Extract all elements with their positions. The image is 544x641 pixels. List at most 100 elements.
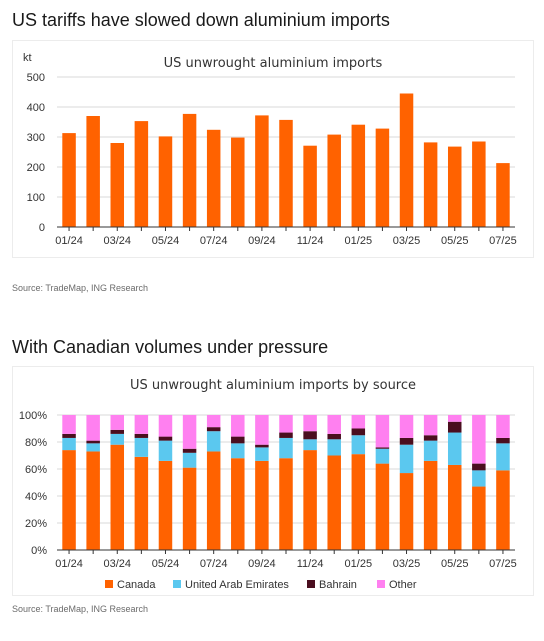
bar-segment (351, 415, 366, 429)
bar-segment (134, 437, 149, 457)
bar-segment (472, 486, 486, 550)
bar-segment (62, 437, 76, 451)
bar (86, 116, 100, 227)
bar-segment (182, 467, 197, 550)
y-tick-label: 0 (39, 222, 45, 234)
bar (110, 143, 125, 227)
bar-segment (303, 431, 317, 440)
bar (255, 115, 269, 227)
bar-segment (375, 448, 390, 464)
y-unit-label: kt (23, 52, 32, 64)
bar-segment (206, 415, 221, 428)
bar (303, 145, 317, 227)
x-tick-label: 07/24 (200, 558, 228, 570)
bar-segment (134, 433, 149, 438)
y-tick-label: 80% (25, 437, 47, 449)
x-tick-label: 01/24 (55, 235, 83, 247)
bar-segment (375, 415, 390, 448)
bar-chart-panel: US unwrought aluminium imports kt 0 100 200 3… (12, 40, 534, 258)
bar-segment (496, 415, 510, 438)
bar-segment (134, 456, 149, 550)
bar (158, 136, 173, 227)
x-tick-label: 05/25 (441, 558, 469, 570)
bar-segment (134, 415, 149, 434)
x-tick-label: 05/25 (441, 235, 469, 247)
legend-label: Canada (117, 579, 156, 591)
legend-label: Other (389, 579, 417, 591)
x-tick-label: 01/25 (345, 558, 373, 570)
x-tick-label: 03/24 (103, 235, 131, 247)
bar (279, 119, 293, 227)
chart-heading-top: US tariffs have slowed down aluminium im… (12, 10, 390, 30)
bar (231, 137, 245, 227)
bar-segment (447, 421, 462, 433)
bar (351, 124, 366, 227)
bar-segment (399, 444, 414, 474)
x-tick-label: 01/25 (345, 235, 373, 247)
bar-segment (62, 450, 76, 550)
bar-segment (182, 415, 197, 449)
bar-segment (255, 447, 269, 461)
source-note-top: Source: TradeMap, ING Research (12, 283, 149, 293)
x-tick-label: 01/24 (55, 558, 83, 570)
bar-segment (351, 454, 366, 550)
bar-segment (62, 415, 76, 434)
bar-segment (206, 427, 221, 432)
bar-segment (86, 451, 100, 550)
y-tick-label: 200 (27, 162, 45, 174)
bar (62, 133, 76, 227)
x-tick-label: 11/24 (297, 235, 324, 247)
bar-segment (110, 415, 125, 430)
bar-segment (206, 431, 221, 452)
legend-swatch (377, 580, 385, 588)
bar-segment (158, 440, 173, 461)
x-tick-label: 03/24 (103, 558, 131, 570)
y-tick-label: 40% (25, 491, 47, 503)
x-tick-label: 03/25 (393, 558, 421, 570)
bar (134, 121, 149, 227)
bar-segment (303, 450, 317, 550)
bar (496, 163, 510, 227)
legend-label: Bahrain (319, 579, 357, 591)
y-tick-label: 0% (31, 545, 47, 557)
bar-segment (399, 473, 414, 550)
y-tick-label: 60% (25, 464, 47, 476)
bar-segment (110, 433, 125, 445)
bar-segment (327, 433, 341, 440)
bar-segment (158, 460, 173, 550)
chart-title: US unwrought aluminium imports (164, 56, 383, 71)
bar-segment (182, 448, 197, 453)
bar-segment (231, 415, 245, 437)
bar-segment (472, 415, 486, 464)
bar-segment (447, 415, 462, 422)
bar-segment (496, 443, 510, 471)
legend-swatch (307, 580, 315, 588)
bar-segment (255, 460, 269, 550)
y-tick-label: 400 (27, 102, 45, 114)
bar-segment (231, 458, 245, 550)
stacked-bar-chart-panel: US unwrought aluminium imports by source… (12, 366, 534, 596)
bar-segment (255, 444, 269, 448)
bar-segment (279, 432, 293, 438)
bar-segment (182, 452, 197, 468)
legend-swatch (105, 580, 113, 588)
bar-segment (231, 436, 245, 444)
bar-segment (375, 463, 390, 550)
x-tick-label: 05/24 (152, 235, 180, 247)
x-tick-label: 09/24 (248, 235, 276, 247)
x-tick-label: 03/25 (393, 235, 421, 247)
y-tick-label: 20% (25, 518, 47, 530)
bar-segment (423, 415, 438, 436)
bar-segment (496, 470, 510, 550)
bar-segment (351, 428, 366, 436)
bar (327, 134, 341, 227)
bar-segment (303, 439, 317, 451)
bar-segment (399, 415, 414, 438)
y-tick-label: 100 (27, 192, 45, 204)
bar-segment (255, 415, 269, 445)
bar-segment (472, 463, 486, 471)
legend-label: United Arab Emirates (185, 579, 289, 591)
bar-segment (279, 415, 293, 433)
bar-segment (110, 444, 125, 550)
x-tick-label: 07/25 (489, 558, 517, 570)
